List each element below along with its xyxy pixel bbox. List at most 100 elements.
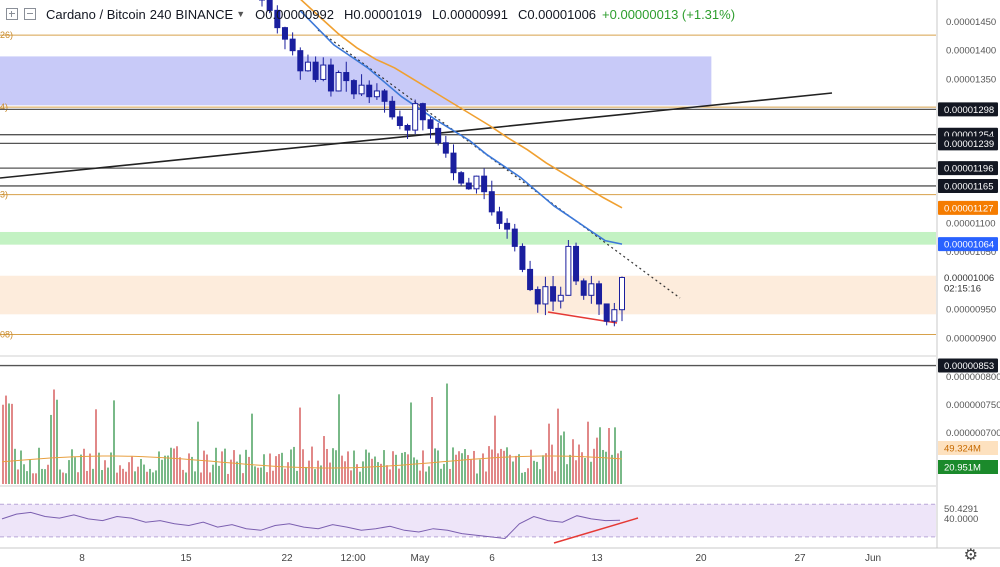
volume-bar [83,448,85,484]
volume-bar [542,455,544,484]
price-tick-label: 0.00001400 [946,46,996,57]
volume-bar [539,469,541,484]
level-label: 08) [0,329,13,339]
volume-bar [140,458,142,484]
candle-body [389,100,396,118]
time-tick-label: 27 [794,553,806,564]
candle-body [404,124,411,131]
volume-bar [344,461,346,484]
volume-bar [71,449,73,484]
volume-bar [50,414,52,484]
volume-bar [518,454,520,484]
volume-tag-label: 20.951M [944,463,981,474]
volume-bar [545,453,547,484]
price-tick-label: 0.00001450 [946,17,996,28]
volume-bar [485,471,487,484]
price-tick-label: 0.00001100 [946,218,996,229]
interval[interactable]: 240 [149,6,172,22]
volume-bar [611,454,613,484]
volume-bar [155,470,157,484]
volume-bar [137,466,139,484]
gear-icon[interactable]: ⚙ [963,547,978,564]
volume-bar [161,459,163,484]
volume-bar [113,400,115,484]
volume-bar [557,408,559,484]
candle-body [534,289,541,305]
exchange[interactable]: BINANCE [175,6,234,22]
collapse-icon[interactable] [24,8,36,20]
volume-bar [569,454,571,484]
volume-bar [503,450,505,484]
candle-body [335,72,342,92]
volume-bar [374,456,376,484]
volume-bar [320,465,322,484]
candle-body [381,90,388,102]
volume-bar [350,470,352,484]
volume-bar [65,473,67,484]
volume-bar [86,470,88,484]
price-tag-label: 0.00000853 [944,361,994,372]
volume-bar [332,448,334,484]
volume-bar [251,413,253,484]
volume-bar [188,453,190,484]
volume-bar [413,457,415,484]
volume-bar [302,449,304,484]
candle-body [281,27,288,40]
volume-bar [407,454,409,484]
volume-bar [590,461,592,484]
candle-body [473,175,480,190]
ohlc-high: H0.00001019 [343,6,423,22]
volume-bar [77,472,79,484]
volume-bar [95,409,97,484]
price-tag-label: 0.00001064 [944,240,994,251]
volume-bar [425,471,427,484]
volume-bar [524,472,526,484]
volume-bar [143,464,145,484]
volume-bar [110,452,112,484]
expand-icon[interactable] [6,8,18,20]
candle-body [557,294,564,302]
candle-body [396,116,403,126]
candle-body [519,245,526,270]
volume-bar [227,473,229,484]
ma-fast-line [299,9,623,245]
volume-bar [116,472,118,484]
volume-bar [587,421,589,484]
time-tick-label: 8 [79,553,85,564]
volume-bar [26,471,28,484]
volume-bar [383,450,385,484]
volume-bar [548,423,550,484]
volume-bar [494,415,496,484]
ohlc-low: L0.00000991 [432,6,508,22]
symbol-name[interactable]: Cardano / Bitcoin [46,6,146,22]
volume-bar [233,450,235,484]
volume-bar [533,460,535,484]
volume-bar [119,465,121,484]
volume-tag-bg [938,441,998,455]
candle-body [442,142,449,154]
time-tick-label: 12:00 [340,553,365,564]
volume-bar [380,463,382,484]
volume-bar [500,448,502,484]
volume-bar [608,428,610,484]
volume-bar [20,450,22,484]
chevron-down-icon[interactable]: ▼ [236,9,246,19]
candle-body [465,182,472,190]
price-tag-label: 0.00001239 [944,139,994,150]
volume-bar [179,457,181,484]
volume-bar [341,455,343,484]
time-tick-label: 22 [281,553,293,564]
volume-bar [47,464,49,484]
price-tick-label: 0.00000950 [946,305,996,316]
candle-body [366,84,373,98]
volume-bar [245,449,247,484]
volume-bar [578,444,580,484]
divergence-line-rsi [553,517,639,544]
volume-bar [596,437,598,484]
volume-bar [371,458,373,484]
volume-bar [605,451,607,484]
volume-bar [263,454,265,484]
candle-body [327,64,334,92]
volume-bar [386,465,388,484]
